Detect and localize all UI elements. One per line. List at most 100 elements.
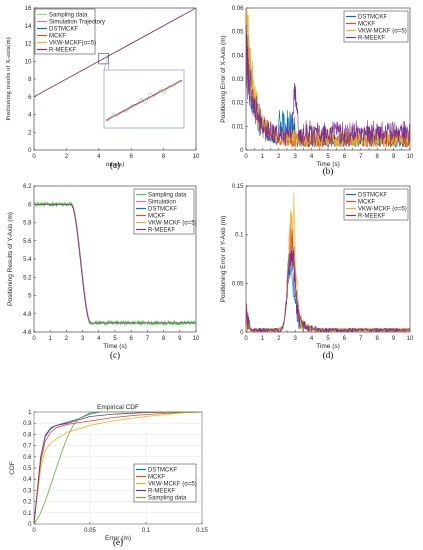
x-tick-label: 4 bbox=[97, 154, 101, 160]
y-tick-label: 0.7 bbox=[23, 444, 32, 450]
legend-label: VKW-MCKF(σ=5) bbox=[49, 41, 96, 47]
legend-label: VKW-MCKF (σ=5) bbox=[148, 482, 197, 488]
x-tick-label: 9 bbox=[392, 336, 396, 342]
x-tick-label: 8 bbox=[376, 154, 380, 160]
panel-e: 0 0.05 0.1 0.15 0 0.1 0.2 0.3 0.4 0.5 0.6 0.7 0.8 0.9… bbox=[9, 404, 208, 547]
y-tick-label: 0.01 bbox=[232, 124, 244, 130]
y-tick-label: 0.3 bbox=[23, 488, 32, 494]
y-tick-label: 4.8 bbox=[23, 312, 32, 318]
y-tick-label: 5.8 bbox=[23, 221, 32, 227]
x-tick-label: 2 bbox=[65, 336, 69, 342]
x-tick-label: 4 bbox=[310, 336, 314, 342]
y-tick-label: 5.4 bbox=[23, 257, 32, 263]
zoom-marker bbox=[98, 52, 109, 65]
legend-label: MCKF bbox=[148, 475, 165, 481]
y-tick-label: 0 bbox=[28, 522, 32, 528]
legend-label: DSTMCKF bbox=[148, 468, 177, 474]
y-tick-label: 10 bbox=[25, 59, 32, 65]
x-tick-label: 1 bbox=[261, 154, 265, 160]
y-tick-label: 0.02 bbox=[232, 101, 244, 107]
y-tick-label: 12 bbox=[25, 42, 32, 48]
legend-label: DSTMCKF bbox=[148, 207, 177, 213]
x-tick-label: 3 bbox=[81, 336, 85, 342]
legend-label: DSTMCKF bbox=[358, 15, 387, 21]
y-tick-label: 0.03 bbox=[232, 77, 244, 83]
x-tick-label: 0.05 bbox=[84, 528, 96, 534]
legend-label: R-MEEKF bbox=[358, 36, 385, 42]
y-tick-label: 0.05 bbox=[232, 30, 244, 36]
chart-title: Empirical CDF bbox=[97, 404, 139, 411]
legend-label: Simulation Trajectory bbox=[49, 20, 105, 26]
panel-a: 0 2 4 6 8 10 0 2 4 6 8 10 12 14 16 time(s) Positioning r… bbox=[5, 6, 200, 170]
legend-box bbox=[34, 8, 96, 55]
y-axis-label: Positioning results of X-axis(m) bbox=[5, 37, 12, 121]
y-tick-label: 4 bbox=[28, 113, 32, 119]
y-tick-label: 0.2 bbox=[23, 500, 32, 506]
x-axis-label: Time (s) bbox=[316, 343, 340, 350]
panel-caption: (d) bbox=[323, 350, 334, 360]
legend-label: VKW-MCKF (σ=5) bbox=[358, 29, 407, 35]
x-tick-label: 8 bbox=[162, 336, 166, 342]
panel-caption: (c) bbox=[110, 350, 120, 360]
y-tick-label: 6 bbox=[28, 95, 32, 101]
inset-box bbox=[103, 69, 185, 129]
y-tick-label: 0.6 bbox=[23, 455, 32, 461]
y-axis-label: CDF bbox=[9, 461, 16, 474]
y-tick-label: 5 bbox=[28, 294, 32, 300]
x-tick-label: 6 bbox=[130, 154, 134, 160]
x-tick-label: 7 bbox=[146, 336, 150, 342]
x-axis-label: time(s) bbox=[106, 161, 124, 168]
x-tick-label: 7 bbox=[359, 336, 363, 342]
y-tick-label: 0 bbox=[240, 148, 244, 154]
y-tick-label: 6.2 bbox=[23, 184, 32, 190]
x-tick-label: 0 bbox=[32, 154, 36, 160]
y-tick-label: 6 bbox=[28, 202, 32, 208]
legend-label: DSTMCKF bbox=[49, 27, 78, 33]
legend-label: VKW-MCKF (σ=5) bbox=[148, 221, 197, 227]
x-tick-label: 4 bbox=[97, 336, 101, 342]
panel-caption: (b) bbox=[323, 166, 334, 176]
y-tick-label: 0.4 bbox=[23, 477, 32, 483]
x-tick-label: 3 bbox=[294, 154, 298, 160]
y-tick-label: 0.9 bbox=[23, 421, 32, 427]
x-tick-label: 5 bbox=[326, 154, 330, 160]
series-line-vkw bbox=[33, 411, 203, 525]
series-line-rmeekf bbox=[34, 203, 196, 324]
y-axis-label: Positioning Error of X-Axis (m) bbox=[220, 35, 227, 122]
inset-sampling-line bbox=[105, 80, 183, 122]
x-axis-label: Time (s) bbox=[103, 343, 127, 350]
legend-label: R-MEEKF bbox=[148, 489, 175, 495]
y-tick-label: 0.1 bbox=[23, 511, 32, 517]
legend-label: R-MEEKF bbox=[148, 228, 175, 234]
series-line-rmeekf bbox=[245, 245, 411, 333]
y-tick-label: 0.05 bbox=[232, 281, 244, 287]
x-tick-label: 1 bbox=[49, 336, 53, 342]
y-tick-label: 0.8 bbox=[23, 432, 32, 438]
x-tick-label: 0 bbox=[244, 336, 248, 342]
x-tick-label: 6 bbox=[130, 336, 134, 342]
legend-label: MCKF bbox=[49, 34, 66, 40]
panel-caption: (e) bbox=[113, 537, 123, 547]
x-tick-label: 8 bbox=[376, 336, 380, 342]
x-tick-label: 0 bbox=[32, 528, 36, 534]
y-tick-label: 0.04 bbox=[232, 53, 244, 59]
legend-label: Sampling data bbox=[49, 13, 88, 19]
x-tick-label: 0 bbox=[244, 154, 248, 160]
x-tick-label: 7 bbox=[359, 154, 363, 160]
legend-label: R-MEEKF bbox=[358, 214, 385, 220]
x-tick-label: 6 bbox=[343, 154, 347, 160]
legend-c: Sampling dataSimulationDSTMCKFMCKFVKW-MC… bbox=[133, 188, 197, 235]
x-tick-label: 6 bbox=[343, 336, 347, 342]
legend-label: DSTMCKF bbox=[358, 193, 387, 199]
inset-estimate-line bbox=[105, 80, 183, 122]
x-tick-label: 10 bbox=[407, 154, 414, 160]
panel-d: 0 1 2 3 4 5 6 7 8 9 10 0 0.05 0.1 0.15 Time (s) Position… bbox=[220, 184, 414, 360]
series-line-sampling bbox=[33, 201, 197, 326]
legend-label: Sampling data bbox=[148, 193, 187, 199]
legend-label: MCKF bbox=[148, 214, 165, 220]
x-tick-label: 10 bbox=[193, 336, 200, 342]
y-tick-label: 14 bbox=[25, 24, 32, 30]
